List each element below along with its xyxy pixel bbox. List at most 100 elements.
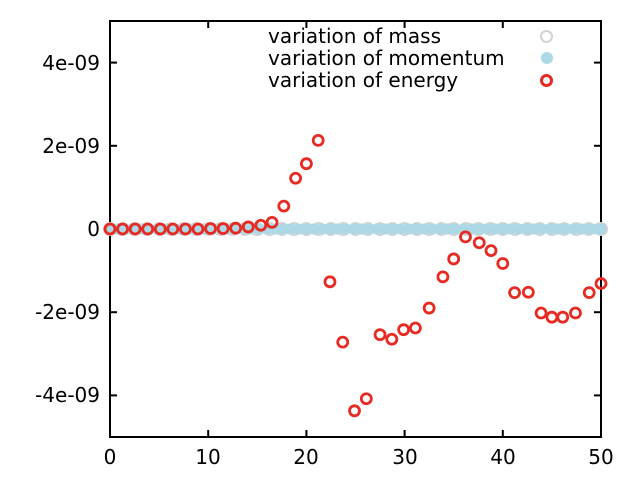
- data-point: [292, 223, 305, 235]
- xtick-label: 10: [195, 445, 221, 469]
- data-point: [560, 223, 572, 235]
- data-point: [385, 332, 399, 346]
- data-point: [355, 223, 367, 235]
- data-point: [569, 306, 582, 320]
- data-point: [595, 223, 607, 235]
- legend-label-momentum: variation of momentum: [268, 46, 505, 70]
- data-point: [567, 223, 580, 235]
- data-point: [116, 222, 129, 236]
- data-point: [489, 223, 501, 235]
- data-point: [324, 223, 336, 235]
- data-point: [409, 321, 422, 335]
- data-point: [521, 285, 535, 299]
- data-point: [520, 223, 532, 235]
- ytick-label: 0: [87, 217, 100, 241]
- data-point: [348, 404, 361, 418]
- data-point: [141, 222, 155, 236]
- data-point: [359, 392, 373, 406]
- data-point: [534, 306, 548, 320]
- data-point: [528, 223, 540, 235]
- data-point: [103, 222, 117, 236]
- data-point: [120, 223, 132, 235]
- series-variation-of-energy: [103, 133, 608, 418]
- data-point: [308, 223, 320, 235]
- data-point: [336, 335, 350, 349]
- data-point: [426, 223, 438, 235]
- data-point: [241, 220, 255, 234]
- data-point: [277, 199, 291, 213]
- data-point: [434, 223, 446, 235]
- legend-marker-open-circle-gray: [540, 30, 553, 43]
- data-point: [472, 236, 486, 250]
- data-point: [459, 230, 472, 244]
- data-point: [473, 223, 485, 235]
- data-point: [316, 223, 328, 235]
- data-point: [323, 275, 337, 289]
- ytick-label: -4e-09: [35, 383, 100, 407]
- data-point: [422, 301, 436, 315]
- data-point: [387, 223, 399, 235]
- xtick-label: 20: [293, 445, 319, 469]
- legend-marker-filled-circle-blue: [541, 52, 553, 64]
- data-point: [299, 157, 313, 171]
- xtick-label: 30: [392, 445, 418, 469]
- xtick-label: 50: [588, 445, 614, 469]
- data-point: [442, 223, 454, 235]
- xtick-label: 40: [490, 445, 516, 469]
- data-point: [289, 171, 302, 185]
- data-point: [410, 223, 422, 235]
- data-point: [402, 223, 415, 235]
- data-point: [204, 222, 217, 235]
- ytick-label: -2e-09: [35, 300, 100, 324]
- legend-label-mass: variation of mass: [268, 24, 442, 48]
- data-point: [182, 223, 195, 235]
- ytick-label: 4e-09: [42, 51, 100, 75]
- data-point: [285, 223, 297, 235]
- data-point: [373, 328, 387, 342]
- legend-marker-open-circle-red: [540, 74, 553, 87]
- legend-label-energy: variation of energy: [268, 68, 459, 92]
- data-point: [265, 215, 279, 229]
- data-point: [277, 223, 289, 235]
- data-point: [191, 222, 205, 236]
- xtick-label: 0: [103, 445, 117, 469]
- data-point: [552, 223, 564, 235]
- data-point: [153, 222, 167, 236]
- data-point: [496, 257, 510, 270]
- data-point: [379, 223, 391, 235]
- data-point: [512, 223, 525, 235]
- data-point: [363, 223, 375, 235]
- data-point: [418, 223, 430, 235]
- data-point: [484, 244, 498, 258]
- data-point: [151, 223, 163, 235]
- data-point: [450, 223, 462, 235]
- data-point: [436, 270, 450, 284]
- data-point: [544, 223, 556, 235]
- data-point: [216, 222, 230, 235]
- data-point: [347, 223, 360, 235]
- data-point: [497, 223, 509, 235]
- data-point: [166, 222, 180, 236]
- data-point: [332, 223, 344, 235]
- data-point: [583, 223, 595, 235]
- data-point: [536, 223, 548, 235]
- data-point: [214, 223, 226, 235]
- data-point: [575, 223, 587, 235]
- data-point: [128, 222, 142, 236]
- data-point: [395, 223, 407, 235]
- data-point: [311, 133, 325, 147]
- data-point: [229, 221, 243, 235]
- data-point: [254, 218, 268, 232]
- data-point: [582, 286, 596, 300]
- data-point: [508, 286, 521, 300]
- data-point: [371, 223, 383, 235]
- data-point: [447, 252, 461, 266]
- data-point: [505, 223, 517, 235]
- ytick-label: 2e-09: [42, 134, 100, 158]
- data-point: [300, 223, 312, 235]
- data-point: [556, 310, 570, 324]
- data-point: [545, 310, 559, 324]
- data-point: [179, 222, 192, 236]
